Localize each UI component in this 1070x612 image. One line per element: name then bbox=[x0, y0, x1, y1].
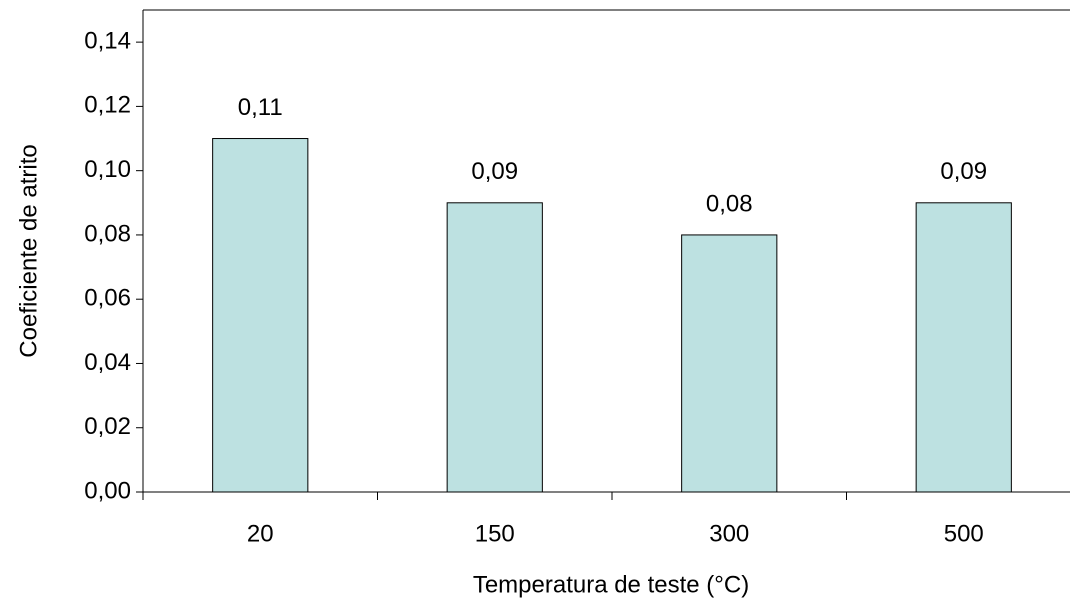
x-axis-label: Temperatura de teste (°C) bbox=[473, 571, 749, 598]
y-tick-label: 0,04 bbox=[84, 349, 131, 376]
y-tick-label: 0,08 bbox=[84, 220, 131, 247]
bar bbox=[212, 138, 309, 493]
value-label: 0,09 bbox=[471, 158, 518, 185]
x-tick-label: 500 bbox=[944, 520, 984, 547]
y-tick-label: 0,00 bbox=[84, 477, 131, 504]
y-tick-label: 0,12 bbox=[84, 92, 131, 119]
y-tick-label: 0,06 bbox=[84, 285, 131, 312]
x-tick-label: 20 bbox=[247, 520, 274, 547]
value-label: 0,09 bbox=[940, 158, 987, 185]
x-tick-label: 300 bbox=[709, 520, 749, 547]
value-label: 0,11 bbox=[238, 94, 283, 121]
y-tick-label: 0,14 bbox=[84, 27, 131, 54]
value-label: 0,08 bbox=[706, 190, 753, 217]
bar bbox=[446, 202, 543, 493]
bar bbox=[915, 202, 1012, 493]
y-tick-label: 0,02 bbox=[84, 413, 131, 440]
bar bbox=[681, 234, 778, 493]
y-axis-label: Coeficiente de atrito bbox=[15, 144, 42, 357]
x-tick-label: 150 bbox=[475, 520, 515, 547]
y-tick-label: 0,10 bbox=[84, 156, 131, 183]
